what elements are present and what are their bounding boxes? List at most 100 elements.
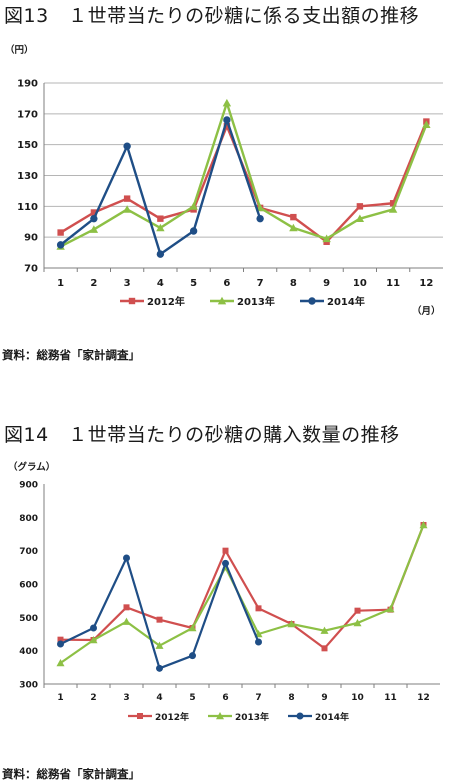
chart1-x-tick-label: 11 [386, 278, 400, 289]
chart1-x-tick-label: 1 [57, 278, 64, 289]
chart1-y-unit-label: （円） [5, 45, 34, 56]
chart1-series-2013-point [322, 234, 331, 243]
chart1-x-tick-label: 6 [223, 278, 230, 289]
chart2-legend-marker-2013 [216, 712, 224, 720]
chart2-series-2014-point [222, 559, 229, 567]
chart2-series-2014-point [156, 664, 163, 672]
chart2-series-2013-point [320, 626, 329, 634]
chart2-series-2013-line [59, 524, 425, 664]
chart2-series-2012-point [354, 607, 361, 614]
chart1-y-tick-label: 170 [17, 109, 38, 120]
figure-14-source: 資料：総務省「家計調査」 [2, 767, 140, 781]
chart2-x-tick-label: 5 [189, 693, 195, 703]
chart1-legend-label-2012: 2012年 [147, 295, 185, 308]
chart2-series-2013-point [155, 641, 164, 649]
chart1-series-2012-point [356, 203, 364, 210]
figure-14-title: 図14 １世帯当たりの砂糖の購入数量の推移 [4, 424, 400, 446]
chart1-series-2014-point [256, 214, 264, 223]
chart2-legend-label-2012: 2012年 [155, 711, 189, 723]
chart2-x-tick-label: 8 [288, 693, 294, 703]
chart2-x-tick-label: 2 [90, 693, 96, 703]
chart1-legend-label-2014: 2014年 [327, 295, 365, 308]
chart1-x-tick-label: 7 [257, 278, 264, 289]
chart2-x-tick-label: 6 [222, 693, 228, 703]
chart2-legend-label-2013: 2013年 [235, 711, 269, 723]
chart2-x-tick-label: 7 [255, 693, 261, 703]
chart1-series-2013-point [422, 120, 431, 128]
chart1-y-tick-label: 150 [17, 140, 38, 151]
chart2-y-tick-label: 900 [19, 481, 38, 491]
chart1-legend-marker-2014 [308, 297, 316, 305]
chart2-series-2012-point [123, 604, 130, 611]
chart1-series-2014-point [56, 241, 65, 249]
chart1-y-tick-label: 90 [24, 233, 38, 244]
chart2-x-tick-label: 4 [156, 693, 162, 703]
chart1-x-tick-label: 10 [353, 278, 367, 289]
chart2-x-tick-label: 11 [384, 693, 397, 703]
chart1-series-2012-point [157, 215, 164, 222]
chart2-y-unit-label: （グラム） [8, 462, 56, 473]
chart1-series-2014-point [90, 214, 98, 223]
chart2-series-2014-point [123, 554, 130, 562]
chart1-x-tick-label: 12 [419, 278, 433, 289]
chart1-x-tick-label: 5 [190, 278, 197, 289]
chart1-series-2014-point [123, 142, 131, 150]
chart2-series-2014-point [90, 624, 97, 632]
chart2-legend-marker-2012 [137, 713, 143, 719]
chart2-x-tick-label: 3 [123, 693, 129, 703]
chart1-series-2012-point [90, 209, 98, 216]
chart2-series-2013-point [419, 521, 428, 529]
chart1-x-unit-label: （月） [412, 306, 441, 317]
chart2-y-tick-label: 300 [19, 681, 38, 691]
chart1-x-tick-label: 3 [124, 278, 131, 289]
chart2-y-tick-label: 600 [19, 581, 38, 591]
figure-13-title: 図13 １世帯当たりの砂糖に係る支出額の推移 [4, 5, 420, 27]
chart2-series-2013-point [353, 619, 362, 627]
figure-13-source: 資料：総務省「家計調査」 [2, 348, 140, 362]
chart1-series-2013-point [355, 214, 365, 223]
chart2-x-tick-label: 1 [57, 693, 63, 703]
chart2-y-tick-label: 400 [19, 647, 38, 657]
chart2-series-2013-point [122, 617, 131, 625]
chart1-series-2012-point [290, 213, 297, 221]
chart2-y-tick-label: 500 [19, 614, 38, 624]
chart2-x-tick-label: 12 [417, 693, 430, 703]
chart1-y-tick-label: 70 [24, 264, 38, 275]
chart1-series-2013-line [60, 101, 428, 248]
chart1-series-2014-point [156, 250, 165, 258]
chart1-series-2013-point [289, 223, 298, 232]
chart2-series-2012-point [321, 645, 328, 652]
chart1-legend-marker-2012 [128, 297, 136, 305]
chart1-y-tick-label: 110 [17, 202, 38, 213]
chart1-legend-label-2013: 2013年 [237, 295, 275, 308]
chart1-series-2013-point [89, 225, 99, 233]
chart1-series-2013-point [222, 98, 232, 107]
chart2-series-2012-point [255, 605, 262, 612]
chart1-series-2013-point [156, 223, 165, 232]
chart2-y-tick-label: 800 [19, 514, 38, 524]
chart2-series-2014-point [189, 652, 196, 660]
chart2-series-2013-point [56, 659, 65, 667]
chart1-series-2013-point [122, 205, 132, 213]
chart1-series-2014-point [223, 116, 231, 124]
chart2-series-2014-point [255, 638, 262, 646]
chart2-series-2012-point [57, 636, 64, 643]
chart1-series-2014-point [189, 227, 198, 235]
chart2-series-2012-point [156, 616, 163, 623]
chart1-series-2013-point [388, 205, 398, 213]
chart2-y-tick-label: 700 [19, 547, 38, 557]
chart1-series-2012-point [389, 200, 397, 207]
chart2-legend-marker-2014 [296, 712, 304, 720]
chart1-x-tick-label: 9 [323, 278, 330, 289]
chart1-series-2013-point [189, 202, 198, 210]
chart1-legend-marker-2013 [217, 296, 227, 305]
chart1-y-tick-label: 190 [17, 79, 38, 90]
chart1-x-tick-label: 2 [90, 278, 97, 289]
chart2-x-tick-label: 10 [351, 693, 364, 703]
chart2-legend-label-2014: 2014年 [315, 711, 349, 723]
chart1-x-tick-label: 8 [290, 278, 297, 289]
chart2-x-tick-label: 9 [321, 693, 327, 703]
chart2-series-2014-point [57, 640, 64, 648]
